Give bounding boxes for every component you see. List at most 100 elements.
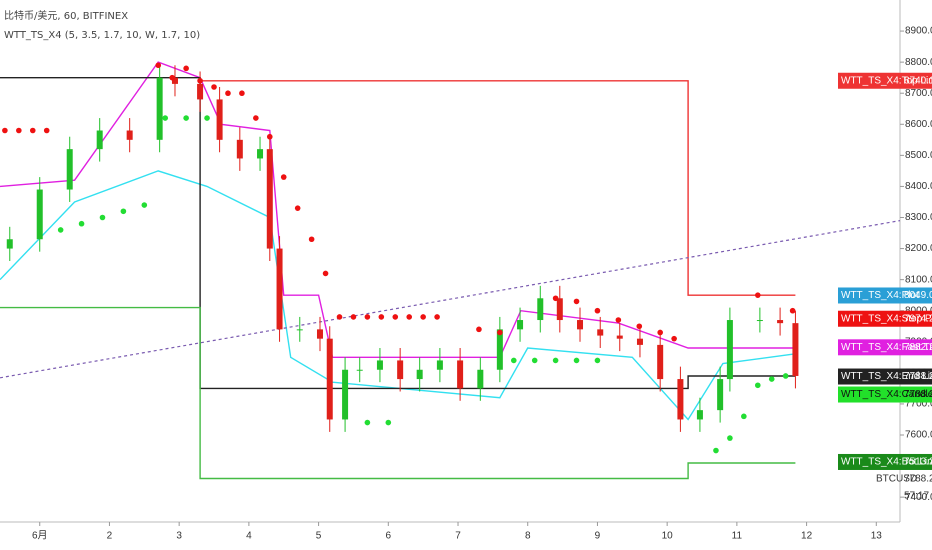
dot	[385, 419, 392, 426]
series-line	[0, 306, 796, 480]
candle-body	[197, 83, 204, 100]
symbol-name: BTCUSD	[876, 474, 917, 485]
dot	[308, 236, 315, 243]
countdown: 57:17	[904, 491, 929, 502]
dot	[183, 65, 189, 72]
candle-body	[356, 369, 363, 371]
dot	[420, 314, 426, 320]
x-tick-label: 4	[246, 531, 252, 542]
tag-name: WTT_TS_X4:Fast Trend	[841, 342, 932, 353]
dot	[2, 127, 8, 134]
candle-body	[537, 298, 544, 321]
price-tag	[838, 287, 932, 304]
candle-body	[726, 320, 733, 380]
dot	[768, 376, 775, 382]
dot	[197, 77, 203, 84]
dot	[434, 314, 440, 320]
candle-body	[717, 379, 724, 411]
dot	[392, 314, 399, 320]
dot	[782, 373, 789, 379]
x-tick-label: 13	[871, 531, 883, 542]
price-tag	[838, 453, 932, 470]
candle-body	[236, 139, 243, 159]
dot	[378, 314, 385, 320]
candle-body	[416, 369, 423, 380]
x-tick-label: 11	[732, 531, 743, 542]
candle-body	[156, 77, 163, 140]
dot	[531, 357, 538, 364]
price-tag	[838, 386, 932, 403]
candle-body	[66, 149, 73, 190]
dot	[294, 205, 301, 211]
candle-body	[397, 360, 404, 380]
candle-body	[257, 149, 264, 159]
tag-name: WTT_TS_X4:Candle	[841, 389, 932, 400]
dot	[594, 357, 601, 364]
x-tick-label: 6月	[32, 530, 48, 542]
candle-body	[126, 130, 133, 140]
tag-value: 7788.2	[904, 389, 932, 400]
candle-body	[296, 329, 303, 331]
x-tick-label: 6	[386, 531, 392, 542]
y-tick-label: 8700.0	[905, 88, 932, 99]
dot	[594, 307, 601, 314]
dot	[552, 295, 559, 302]
dot	[476, 326, 482, 333]
candle-body	[6, 239, 13, 249]
dot	[406, 314, 413, 320]
dot	[322, 270, 329, 277]
dot	[204, 115, 210, 121]
dot	[43, 127, 50, 134]
series-line	[0, 220, 901, 379]
dot	[183, 115, 189, 121]
dot	[350, 314, 357, 320]
candle-body	[457, 360, 464, 389]
candle-body	[276, 248, 283, 330]
y-tick-label: 8900.0	[905, 26, 932, 37]
dot	[239, 90, 245, 97]
tag-value: 7882.2	[904, 342, 932, 353]
symbol-value: 7788.2	[904, 474, 932, 485]
y-tick-label: 8300.0	[905, 212, 932, 223]
dot	[225, 90, 231, 97]
candle-body	[36, 189, 43, 240]
dot	[671, 335, 677, 342]
candle-body	[477, 369, 484, 389]
x-tick-label: 7	[455, 531, 461, 542]
dot	[615, 317, 622, 323]
price-tag	[838, 72, 932, 89]
dot	[280, 174, 287, 180]
series-line	[200, 80, 796, 296]
dot	[16, 127, 22, 134]
candle-body	[517, 320, 524, 330]
tag-value: 7513.2	[904, 457, 932, 468]
dot	[636, 323, 643, 330]
candle-body	[756, 320, 763, 322]
dot	[573, 298, 580, 305]
x-tick-label: 3	[176, 531, 182, 542]
x-tick-label: 2	[107, 531, 113, 542]
candle-body	[171, 77, 178, 84]
dot	[141, 202, 148, 208]
dot	[552, 357, 559, 364]
tag-name: WTT_TS_X4:Bot Line	[841, 457, 932, 468]
candle-body	[376, 360, 383, 370]
dot	[727, 435, 733, 441]
candle-body	[436, 360, 443, 370]
y-tick-label: 8800.0	[905, 57, 932, 68]
dot	[510, 357, 517, 364]
y-tick-label: 8400.0	[905, 181, 932, 192]
indicator-title: WTT_TS_X4 (5, 3.5, 1.7, 10, W, 1.7, 10)	[4, 30, 200, 41]
dot	[266, 133, 273, 140]
y-tick-label: 7600.0	[905, 430, 932, 441]
candle-body	[616, 335, 623, 339]
tag-value: 7788.2	[904, 371, 932, 382]
candle-body	[636, 338, 643, 345]
candle-body	[316, 329, 323, 339]
dot	[57, 227, 64, 233]
candle-body	[677, 379, 684, 420]
chart-title: 比特币/美元, 60, BITFINEX	[4, 9, 128, 22]
y-tick-label: 8600.0	[905, 119, 932, 130]
